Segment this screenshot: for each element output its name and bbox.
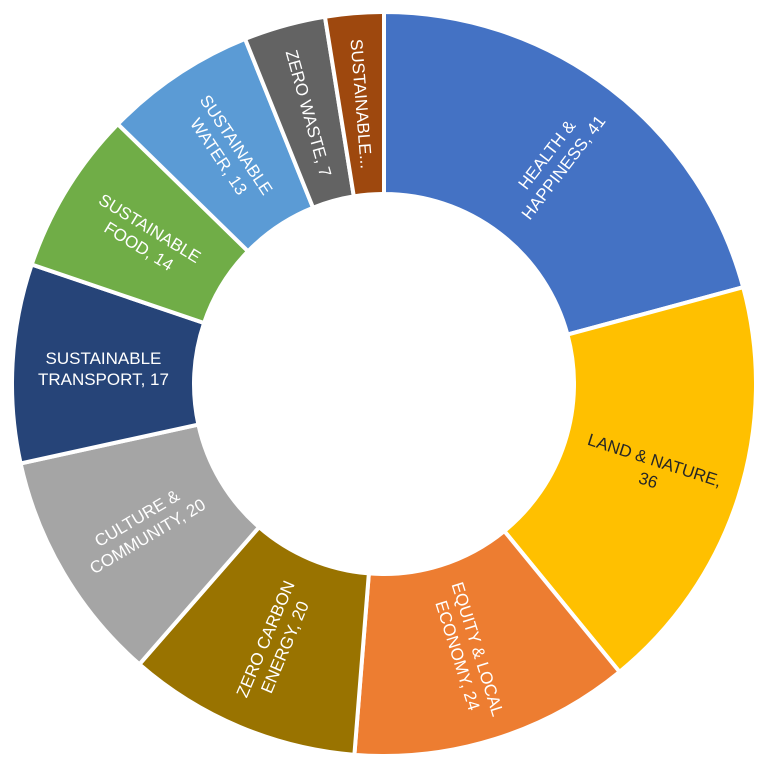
label-sustainable-transport: SUSTAINABLE TRANSPORT, 17 [38,349,169,389]
label-line: 36 [636,469,660,493]
donut-slices [10,9,758,758]
slice-equity-local-economy [352,528,623,758]
slice-sustainable [322,9,386,199]
slice-land-nature [501,284,758,675]
label-line: SUSTAINABLE [45,349,161,368]
label-line: TRANSPORT, 17 [38,370,169,389]
slice-health-happiness [382,9,746,338]
